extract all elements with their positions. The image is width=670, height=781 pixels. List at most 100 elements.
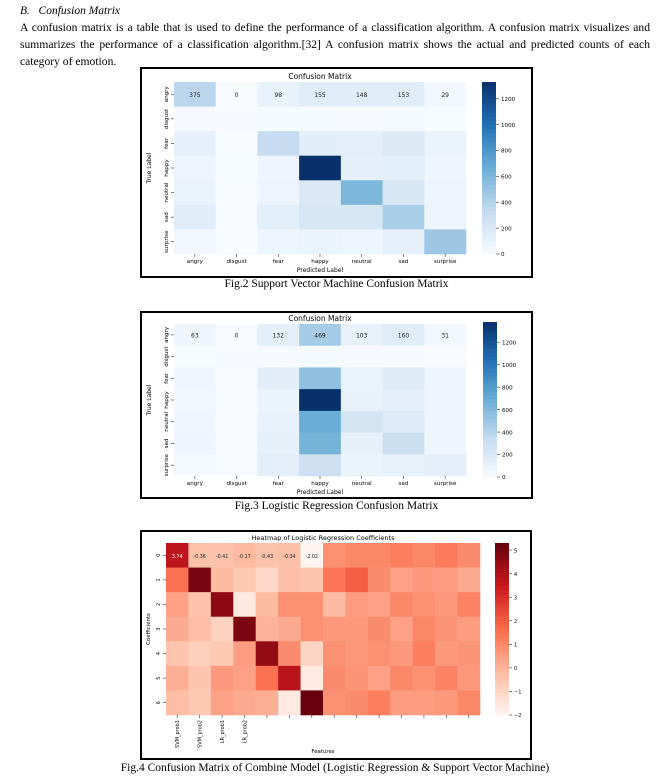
colorbar-segment [482,172,496,177]
chart-title: Heatmap of Logistic Regression Coefficie… [252,534,396,542]
colorbar-segment [483,333,497,338]
colorbar-segment [482,245,496,251]
heatmap-cell [345,567,369,593]
heatmap-cell [255,616,279,642]
lr-confusion-matrix-chart: Confusion Matrix 63 0 132 469 103 160 31 angry di… [146,314,517,496]
heatmap-cell [382,345,425,368]
heatmap-cell [233,616,257,642]
heatmap-cell [215,454,258,477]
colorbar-segment [483,353,497,358]
heatmap-cell [166,543,189,568]
figure-3-caption: Fig.3 Logistic Regression Confusion Matr… [234,500,439,512]
colorbar-segment [482,82,496,87]
heatmap-cell [257,229,300,255]
colorbar-segment [482,185,496,190]
colorbar-segment [483,430,497,435]
heatmap-cell [233,665,257,691]
heatmap-cell [210,616,234,642]
colorbar-segment [482,202,496,208]
section-heading: B. Confusion Matrix [20,5,120,17]
colorbar-segment [483,438,497,443]
colorbar-segment [495,676,509,681]
heatmap-cell [424,324,467,347]
y-tick-label: 5 [156,677,162,680]
heatmap-cell [367,641,391,667]
heatmap-cell [300,567,324,593]
heatmap-cell [323,567,346,593]
heatmap-cell [382,324,425,347]
colorbar-segment [495,598,509,604]
heatmap-cell [390,641,414,667]
colorbar-segment [482,180,496,186]
heatmap-cell [382,204,425,230]
heatmap-cell [188,592,212,618]
colorbar-segment [495,555,509,561]
heatmap-cell [424,432,467,455]
heatmap-cell [278,690,301,716]
heatmap-cell [299,389,342,412]
colorbar-segment [483,457,497,462]
colorbar-tick-label: 1200 [502,340,517,346]
colorbar-segment [495,607,509,613]
cell-annotation: -0.43 [261,554,273,560]
colorbar-segment [495,693,509,699]
x-tick-label: disgust [226,481,247,487]
heatmap-cell [345,690,369,716]
y-axis-label: Coefficients [146,613,152,645]
x-tick-label: happy [311,259,329,265]
heatmap-cell [215,389,258,412]
colorbar-segment [483,395,497,400]
colorbar-tick-label: 1 [514,643,517,649]
cell-annotation: 132 [273,332,285,339]
y-tick-label: neutral [164,182,170,202]
heatmap-cell [215,155,258,181]
colorbar-segment [495,667,509,673]
cell-annotation: 103 [356,332,368,339]
colorbar-segment [483,360,497,366]
heatmap-cell [255,567,279,593]
heatmap-cell [299,410,342,433]
figure-2-caption: Fig.2 Support Vector Machine Confusion M… [224,278,449,290]
heatmap-cell [210,543,234,568]
heatmap-cell [166,592,189,618]
y-tick-label: 3 [156,627,162,630]
colorbar-segment [482,94,496,100]
colorbar-tick-label: 600 [501,175,512,181]
colorbar-tick-label: 600 [502,408,513,414]
heatmap-cell [233,543,257,568]
heatmap-cell [345,543,369,568]
x-tick-label: disgust [226,259,247,265]
colorbar-segment [482,211,496,216]
heatmap-cell [278,641,301,667]
heatmap-cell [215,131,258,157]
heatmap-cell [188,567,212,593]
y-tick-label: happy [164,391,170,409]
colorbar-segment [495,590,509,595]
heatmap-cell [233,567,257,593]
colorbar-segment [483,325,497,331]
colorbar-segment [482,163,496,169]
heatmap-cell [412,592,436,618]
heatmap-cell [457,690,481,716]
heatmap-cell [340,454,383,477]
colorbar-segment [483,322,497,327]
heatmap-cell [278,543,301,568]
colorbar-segment [483,415,497,420]
x-tick-label: angry [187,481,204,487]
y-tick-label: surprise [164,453,170,476]
heatmap-cell [174,367,217,390]
colorbar-segment [483,418,497,424]
colorbar-segment [482,159,496,165]
heatmap-cell [210,567,234,593]
colorbar-segment [482,228,496,233]
colorbar-segment [483,329,497,335]
heatmap-cell [367,567,391,593]
heatmap-cell [278,616,301,642]
colorbar-segment [495,560,509,565]
heatmap-cell [188,641,212,667]
heatmap-cell [390,543,414,568]
cell-annotation: 155 [314,92,326,99]
colorbar-segment [495,603,509,608]
colorbar-segment [483,384,497,389]
colorbar-segment [483,465,497,470]
